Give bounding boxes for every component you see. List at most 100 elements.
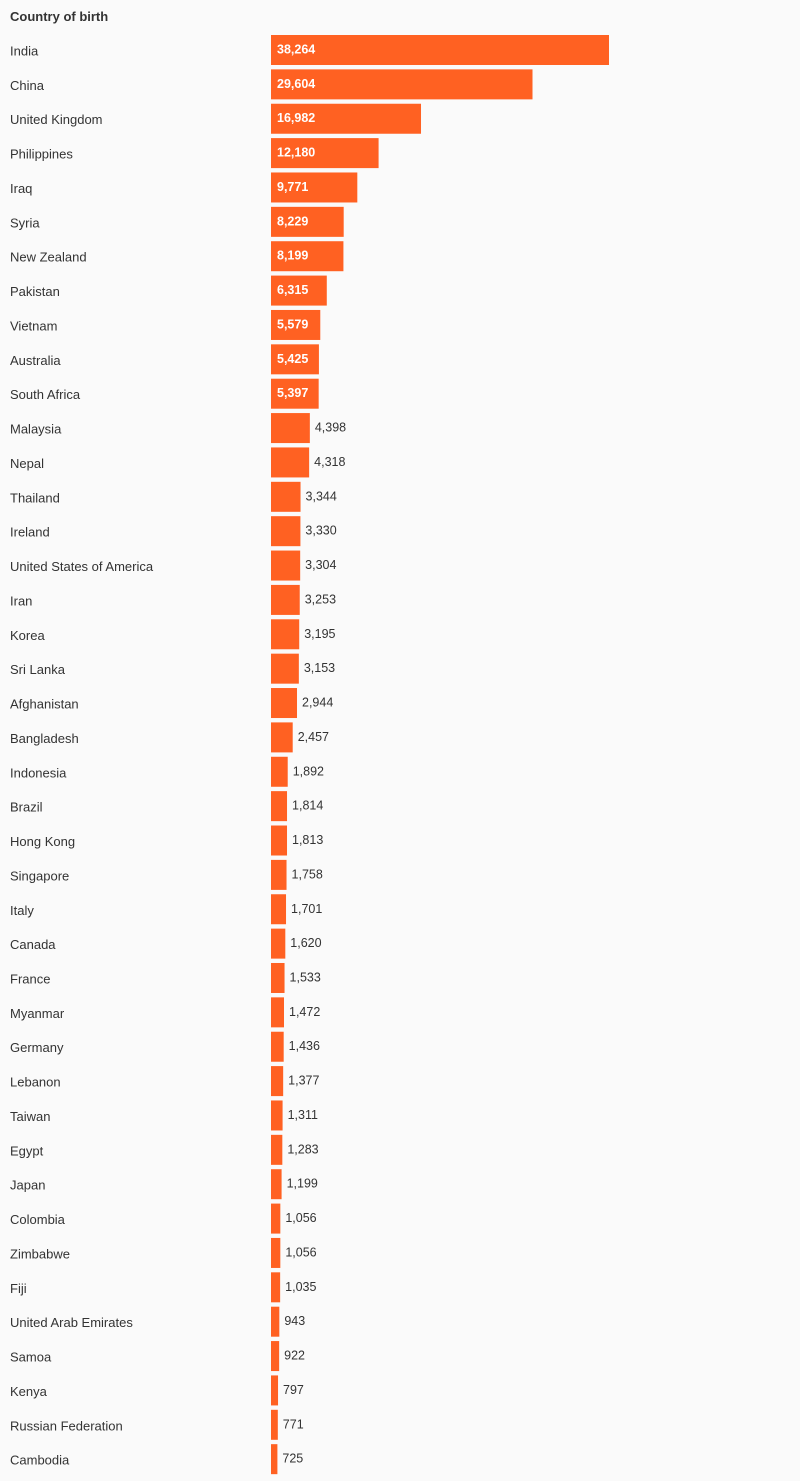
value-label: 1,035 (285, 1280, 316, 1294)
bar (271, 1409, 278, 1440)
value-label: 5,397 (277, 386, 308, 400)
category-label: Bangladesh (10, 731, 79, 746)
value-label: 1,377 (288, 1074, 319, 1088)
bar (271, 997, 285, 1028)
category-label: Egypt (10, 1143, 44, 1158)
bar (271, 859, 287, 890)
bar (271, 413, 310, 444)
bar (271, 344, 319, 375)
category-label: Ireland (10, 525, 50, 540)
value-label: 16,982 (277, 111, 315, 125)
category-label: Germany (10, 1040, 64, 1055)
category-label: China (10, 78, 45, 93)
category-label: Japan (10, 1178, 45, 1193)
bar (271, 653, 299, 684)
value-label: 1,892 (293, 764, 324, 778)
value-label: 1,056 (285, 1211, 316, 1225)
bar (271, 1341, 280, 1372)
bar (271, 206, 344, 237)
category-label: Sri Lanka (10, 662, 66, 677)
category-label: Malaysia (10, 422, 62, 437)
value-label: 5,425 (277, 352, 308, 366)
bar (271, 894, 287, 925)
bar (271, 1237, 281, 1268)
category-label: Lebanon (10, 1075, 61, 1090)
category-label: Fiji (10, 1281, 27, 1296)
category-label: Myanmar (10, 1006, 65, 1021)
category-label: Hong Kong (10, 834, 75, 849)
category-label: Iraq (10, 181, 32, 196)
bar (271, 1169, 282, 1200)
value-label: 1,199 (287, 1177, 318, 1191)
value-label: 1,533 (290, 970, 321, 984)
value-label: 725 (282, 1452, 303, 1466)
category-label: Australia (10, 353, 61, 368)
bar (271, 1375, 279, 1406)
bar (271, 1272, 281, 1303)
value-label: 1,311 (288, 1108, 318, 1122)
value-label: 12,180 (277, 146, 315, 160)
value-label: 1,472 (289, 1005, 320, 1019)
category-label: Colombia (10, 1212, 66, 1227)
bar (271, 275, 327, 306)
category-label: Korea (10, 628, 45, 643)
value-label: 5,579 (277, 317, 308, 331)
bar (271, 481, 301, 512)
value-label: 1,758 (292, 867, 323, 881)
bar (271, 962, 285, 993)
category-label: United Kingdom (10, 112, 103, 127)
bar (271, 1444, 278, 1475)
category-label: Cambodia (10, 1453, 70, 1468)
bar (271, 241, 344, 272)
category-label: Indonesia (10, 765, 67, 780)
bar (271, 1100, 283, 1131)
bar (271, 722, 293, 753)
category-label: Pakistan (10, 284, 60, 299)
value-label: 29,604 (277, 77, 315, 91)
category-label: Singapore (10, 868, 69, 883)
category-label: Philippines (10, 147, 73, 162)
category-label: Taiwan (10, 1109, 50, 1124)
value-label: 922 (284, 1349, 305, 1363)
bar (271, 1066, 284, 1097)
value-label: 4,398 (315, 421, 346, 435)
bar (271, 619, 300, 650)
category-label: United States of America (10, 559, 154, 574)
value-label: 797 (283, 1383, 304, 1397)
value-label: 3,344 (306, 489, 337, 503)
value-label: 9,771 (277, 180, 308, 194)
category-label: Afghanistan (10, 697, 79, 712)
category-label: France (10, 971, 50, 986)
category-label: Syria (10, 215, 40, 230)
value-label: 1,436 (289, 1039, 320, 1053)
bar (271, 516, 301, 547)
bar (271, 1203, 281, 1234)
bar (271, 550, 301, 581)
value-label: 1,620 (290, 936, 321, 950)
value-label: 8,229 (277, 214, 308, 228)
value-label: 6,315 (277, 283, 308, 297)
value-label: 771 (283, 1417, 304, 1431)
value-label: 1,813 (292, 833, 323, 847)
bar (271, 584, 300, 615)
value-label: 4,318 (314, 455, 345, 469)
value-label: 1,701 (291, 902, 322, 916)
bar (271, 172, 358, 203)
value-label: 3,153 (304, 661, 335, 675)
value-label: 1,814 (292, 799, 323, 813)
category-label: Nepal (10, 456, 44, 471)
category-label: India (10, 44, 39, 59)
category-label: Zimbabwe (10, 1246, 70, 1261)
bar (271, 1031, 284, 1062)
bar (271, 103, 422, 134)
bar (271, 447, 310, 478)
bar (271, 309, 321, 340)
value-label: 2,944 (302, 696, 333, 710)
category-label: Canada (10, 937, 56, 952)
category-label: Kenya (10, 1384, 48, 1399)
category-label: Vietnam (10, 318, 57, 333)
bar (271, 688, 298, 719)
bar (271, 138, 379, 169)
category-label: New Zealand (10, 250, 87, 265)
bar (271, 35, 609, 65)
